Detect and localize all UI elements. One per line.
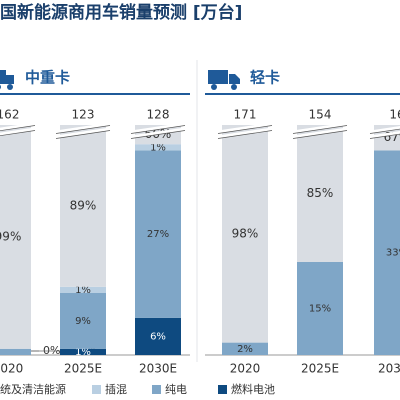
legend-label: 统及清洁能源	[0, 382, 66, 396]
axis-break-edge	[292, 130, 348, 139]
axis-break-edge	[55, 130, 111, 139]
bar-segment	[60, 348, 106, 355]
bar-segment	[0, 348, 31, 355]
legend-label: 燃料电池	[231, 382, 275, 396]
axis-break	[292, 122, 348, 134]
bar-segment	[0, 125, 31, 349]
bar-segment	[135, 317, 181, 355]
bar-segment	[374, 150, 400, 355]
axis-break	[130, 127, 186, 139]
axis-break	[55, 127, 111, 139]
axis-break	[369, 131, 400, 139]
axis-break	[0, 127, 36, 136]
value-label: 1%	[75, 347, 91, 358]
axis-break	[369, 126, 400, 134]
heavy-truck-icon	[0, 70, 14, 90]
legend-swatch	[152, 385, 161, 394]
axis-break-edge	[0, 130, 36, 137]
bar-segment	[60, 286, 106, 293]
axis-break	[292, 127, 348, 139]
bar-segment	[222, 342, 268, 355]
x-tick-label: 2025E	[64, 362, 102, 376]
axis-break-edge	[217, 125, 273, 134]
total-label: 171	[234, 108, 257, 122]
total-label: 128	[147, 108, 170, 122]
bar-segment	[135, 150, 181, 318]
total-label: 162	[0, 108, 19, 122]
x-tick-label: 2030E	[139, 362, 177, 376]
value-label: 15%	[309, 304, 331, 315]
total-label: 154	[309, 108, 332, 122]
value-label: 85%	[307, 186, 334, 200]
bar-segment	[135, 144, 181, 151]
value-label: 33%	[386, 248, 400, 259]
bar-segment	[222, 125, 268, 343]
x-tick-label: 2020	[230, 362, 261, 376]
value-label: 89%	[70, 198, 97, 212]
axis-break-edge	[0, 125, 36, 132]
x-tick-label: 2025E	[301, 362, 339, 376]
bar-segment	[297, 125, 343, 262]
value-label: 0%	[43, 344, 60, 357]
value-label: 6%	[150, 331, 166, 342]
bar-segment	[60, 293, 106, 349]
value-label: 1%	[150, 142, 166, 153]
bar-segment	[297, 262, 343, 355]
axis-break-edge	[217, 130, 273, 139]
legend-label: 插混	[105, 382, 127, 396]
axis-break-edge	[55, 125, 111, 134]
light-truck-icon	[208, 70, 240, 90]
axis-break	[55, 122, 111, 134]
value-label: 9%	[75, 316, 91, 327]
axis-break	[130, 122, 186, 134]
value-label: 98%	[232, 226, 259, 240]
value-label: 99%	[0, 229, 21, 243]
bar-segment	[60, 125, 106, 287]
value-label: 27%	[147, 229, 169, 240]
total-label: 16	[389, 108, 400, 122]
legend-swatch	[218, 385, 227, 394]
x-tick-label: 2030E	[378, 362, 400, 376]
axis-break	[0, 122, 36, 131]
panel-title: 中重卡	[25, 69, 70, 87]
legend-label: 纯电	[165, 383, 187, 396]
value-label: 2%	[237, 344, 253, 355]
axis-break-edge	[130, 125, 186, 134]
panel-title: 轻卡	[250, 69, 280, 87]
axis-break-edge	[369, 128, 400, 134]
chart-title: 国新能源商用车销量预测 [万台]	[0, 2, 242, 23]
legend-swatch	[92, 385, 101, 394]
axis-break-edge	[292, 125, 348, 134]
x-tick-label: 2020	[0, 362, 23, 376]
value-label: 1%	[75, 285, 91, 296]
axis-break-edge	[369, 133, 400, 139]
axis-break	[217, 127, 273, 139]
total-label: 123	[72, 108, 95, 122]
axis-break	[217, 122, 273, 134]
axis-break-edge	[130, 130, 186, 139]
